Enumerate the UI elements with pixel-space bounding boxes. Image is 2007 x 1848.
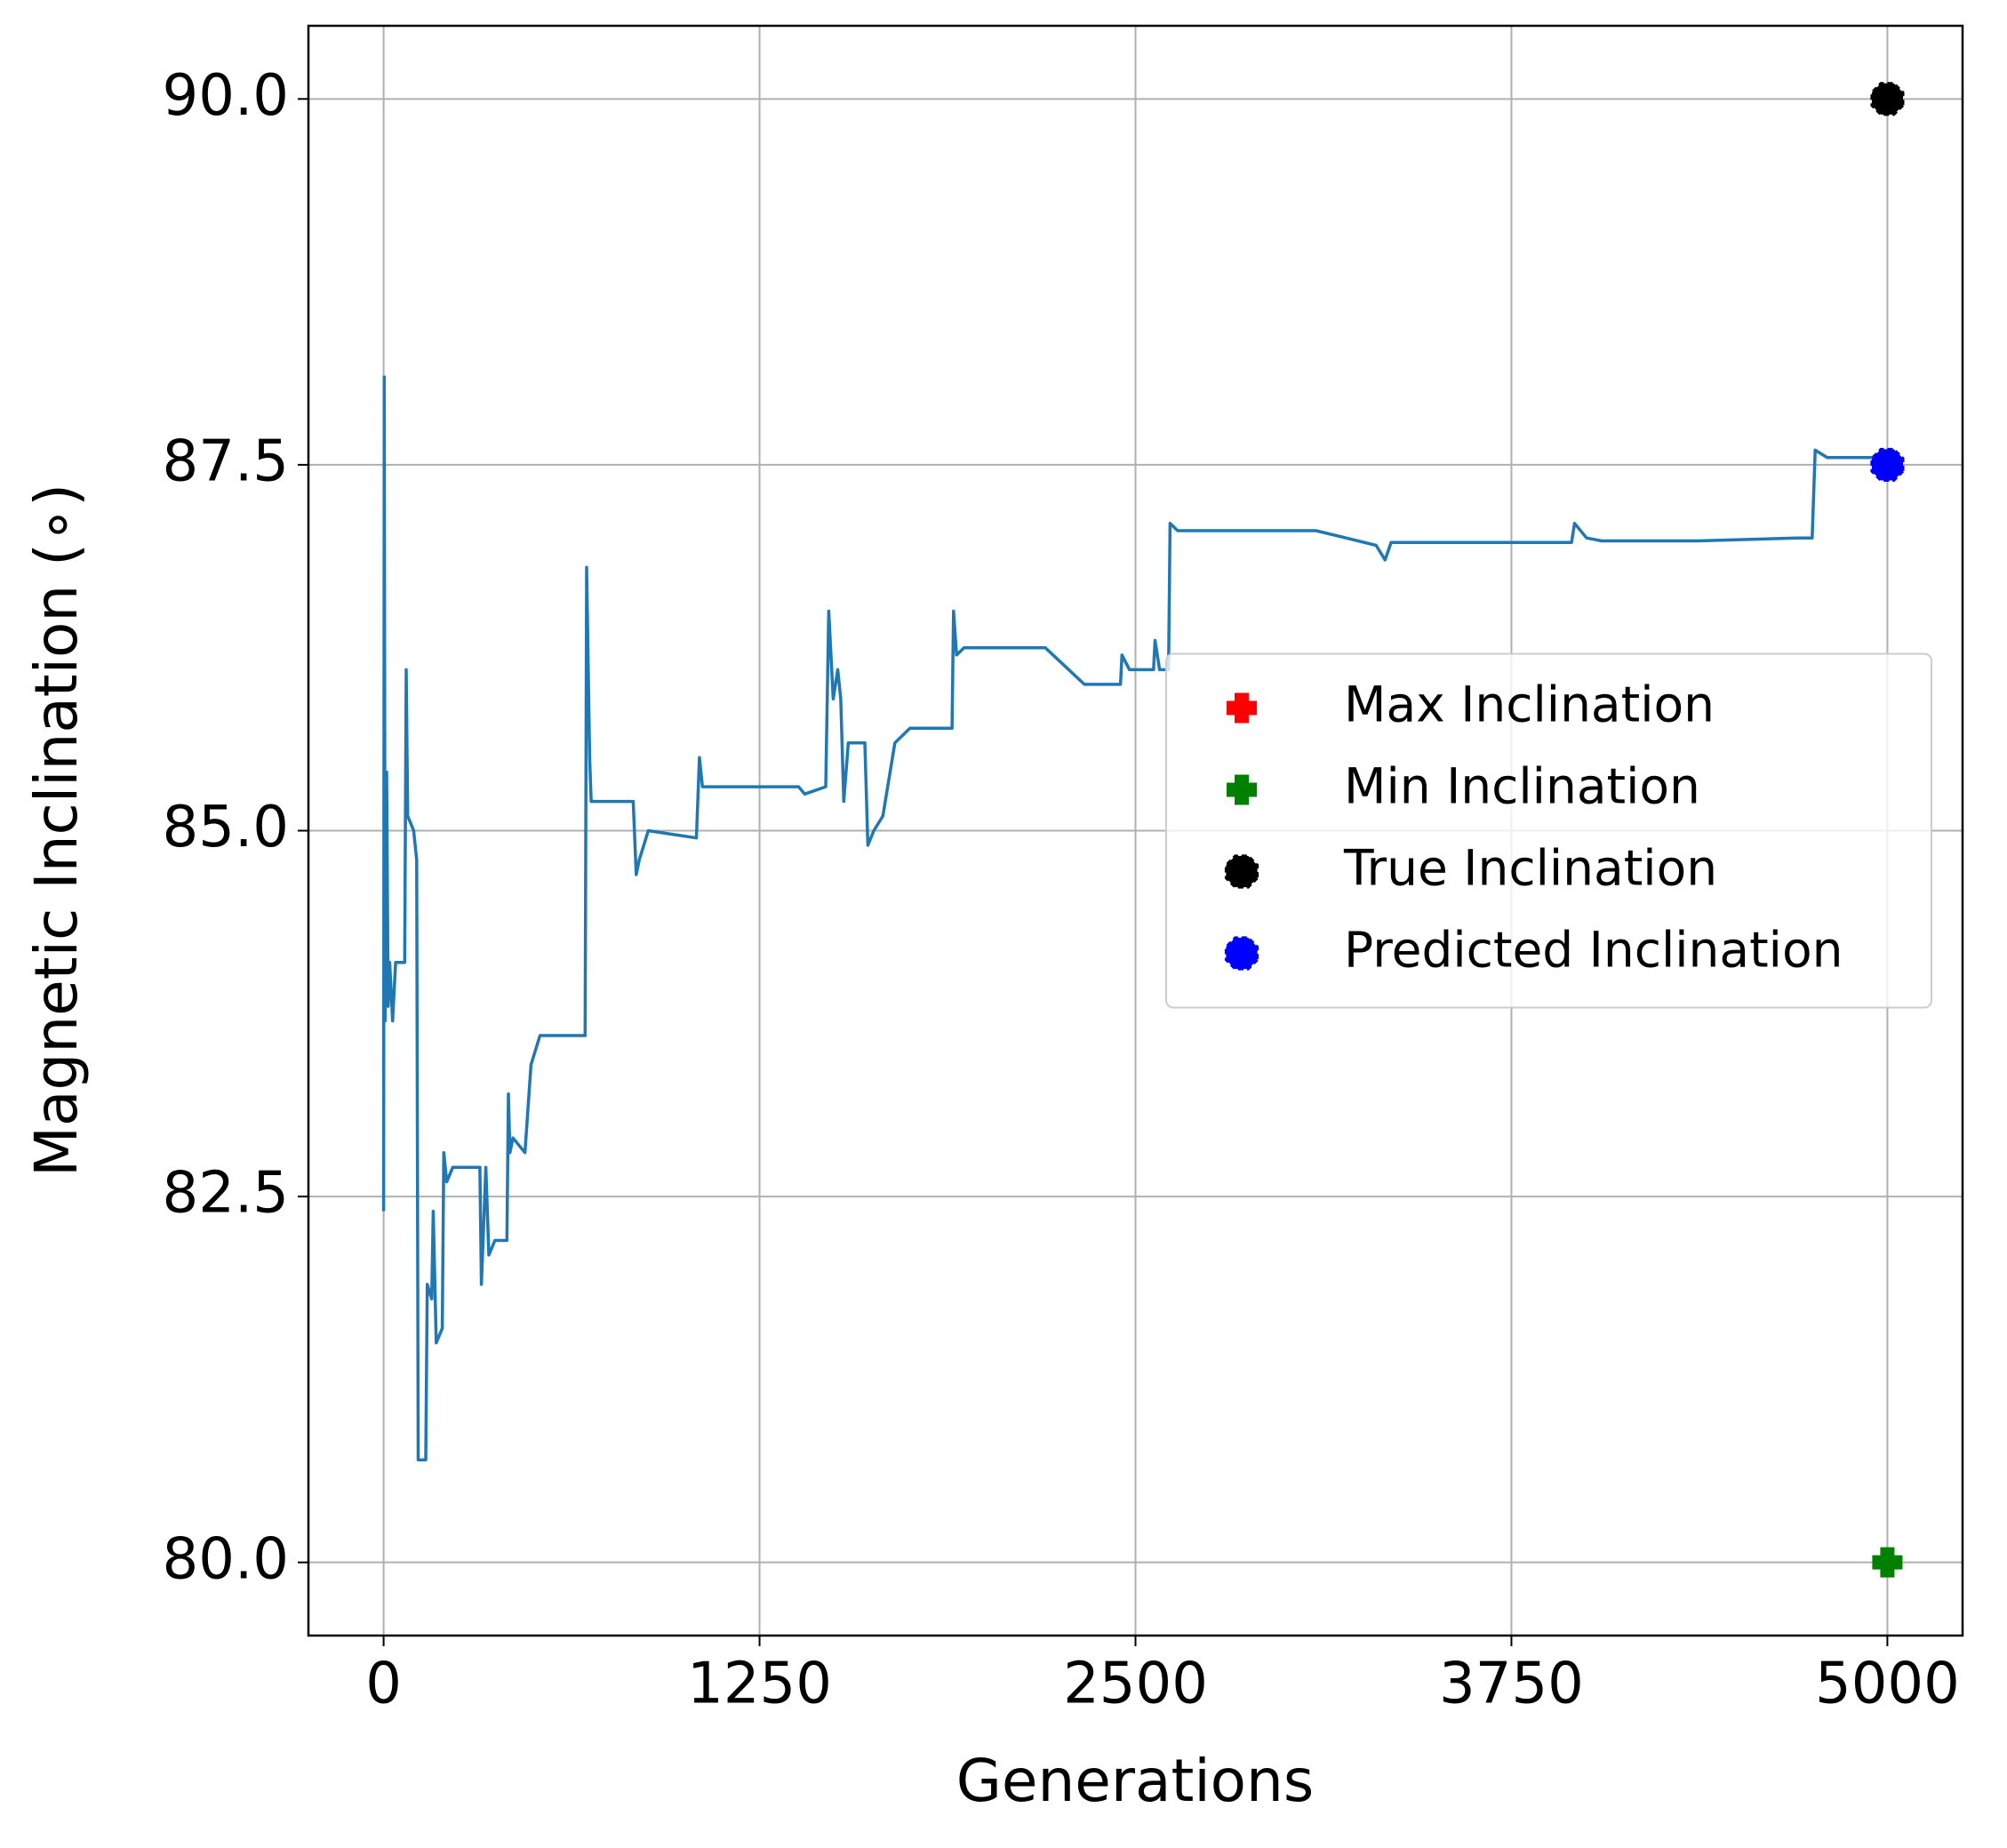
legend-label: Min Inclination (1344, 758, 1700, 815)
legend-box (1165, 652, 1932, 1009)
marker (1870, 82, 1905, 116)
data-line (381, 375, 1888, 1462)
marker (1872, 1547, 1903, 1578)
y-tick-label: 85.0 (163, 795, 290, 860)
legend-marker (1224, 936, 1259, 971)
y-tick-label: 82.5 (163, 1161, 290, 1227)
marker (1870, 447, 1905, 482)
x-tick-label: 1250 (687, 1652, 832, 1717)
legend: Max Inclination Min Inclination True Incli… (1165, 652, 1932, 1009)
x-axis-label: Generations (956, 1747, 1315, 1815)
legend-label: Predicted Inclination (1344, 922, 1843, 979)
y-tick-label: 87.5 (163, 428, 290, 494)
y-tick-label: 90.0 (163, 63, 290, 129)
legend-marker (1227, 692, 1257, 724)
legend-label: Max Inclination (1344, 676, 1715, 733)
legend-marker (1227, 774, 1257, 805)
x-tick-label: 2500 (1063, 1652, 1208, 1717)
y-axis-label: Magnetic Inclination (∘) (22, 484, 91, 1177)
x-tick-label: 0 (365, 1652, 402, 1717)
legend-marker (1224, 854, 1259, 889)
plot-frame (307, 24, 1964, 1637)
legend-label: True Inclination (1343, 840, 1717, 897)
y-tick-label: 80.0 (163, 1526, 290, 1592)
x-tick-label: 5000 (1815, 1652, 1960, 1717)
x-tick-label: 3750 (1439, 1652, 1584, 1717)
